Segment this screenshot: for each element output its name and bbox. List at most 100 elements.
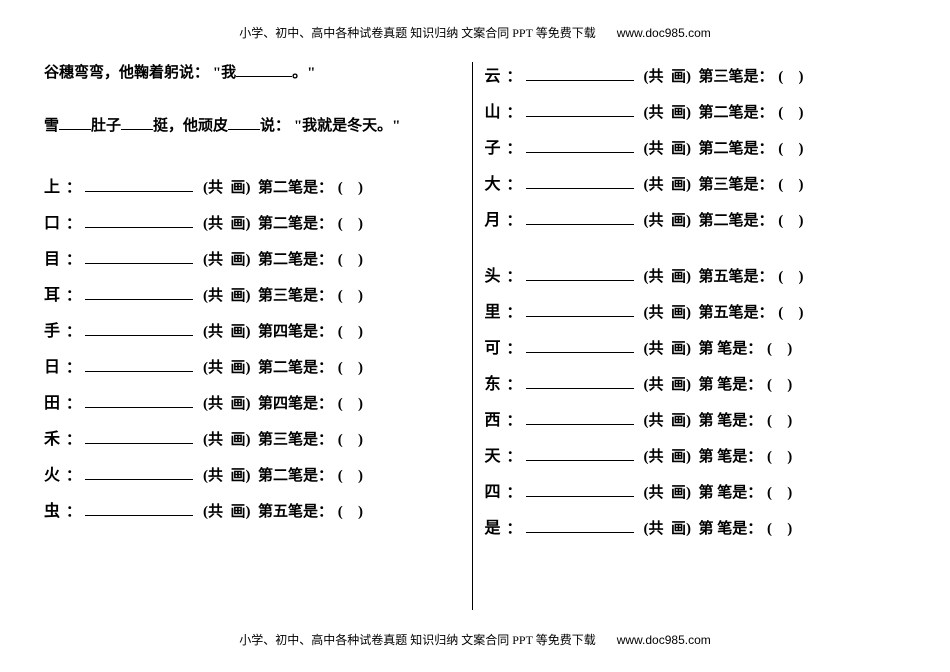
stroke-question: 第二笔是： <box>691 209 774 230</box>
char-label: 禾 <box>44 425 66 449</box>
answer-paren[interactable]: ( ) <box>333 216 364 233</box>
stroke-order-blank[interactable] <box>85 250 193 264</box>
total-strokes-close: 画) <box>223 284 251 305</box>
stroke-order-blank[interactable] <box>85 214 193 228</box>
answer-paren[interactable]: ( ) <box>333 288 364 305</box>
character-row: 田：(共 画) 第四笔是： ( ) <box>44 389 466 413</box>
character-row: 耳：(共 画) 第三笔是： ( ) <box>44 281 466 305</box>
total-strokes-close: 画) <box>223 320 251 341</box>
stroke-order-blank[interactable] <box>526 483 634 497</box>
total-strokes-open: (共 <box>644 409 664 430</box>
stroke-order-blank[interactable] <box>526 67 634 81</box>
stroke-order-blank[interactable] <box>85 178 193 192</box>
character-row: 月：(共 画) 第二笔是： ( ) <box>485 206 907 230</box>
total-strokes-open: (共 <box>644 373 664 394</box>
colon: ： <box>507 137 522 158</box>
answer-paren[interactable]: ( ) <box>333 504 364 521</box>
stroke-question: 第三笔是： <box>691 173 774 194</box>
stroke-order-blank[interactable] <box>526 267 634 281</box>
stroke-order-blank[interactable] <box>85 430 193 444</box>
char-label: 目 <box>44 245 66 269</box>
stroke-order-blank[interactable] <box>85 286 193 300</box>
colon: ： <box>66 428 81 449</box>
total-strokes-close: 画) <box>223 464 251 485</box>
char-label: 四 <box>485 478 507 502</box>
stroke-question: 第 笔是： <box>691 409 762 430</box>
stroke-order-blank[interactable] <box>526 139 634 153</box>
sentence-1-pre: 谷穗弯弯，他鞠着躬说： <box>44 65 209 81</box>
answer-paren[interactable]: ( ) <box>333 396 364 413</box>
answer-paren[interactable]: ( ) <box>762 377 793 394</box>
answer-paren[interactable]: ( ) <box>774 305 805 322</box>
total-strokes-open: (共 <box>644 209 664 230</box>
fill-blank[interactable] <box>121 116 153 130</box>
total-strokes-close: 画) <box>664 445 692 466</box>
answer-paren[interactable]: ( ) <box>774 269 805 286</box>
total-strokes-open: (共 <box>644 173 664 194</box>
stroke-order-blank[interactable] <box>526 103 634 117</box>
stroke-order-blank[interactable] <box>85 322 193 336</box>
stroke-order-blank[interactable] <box>526 303 634 317</box>
character-row: 东：(共 画) 第 笔是： ( ) <box>485 370 907 394</box>
answer-paren[interactable]: ( ) <box>333 252 364 269</box>
answer-paren[interactable]: ( ) <box>762 341 793 358</box>
char-label: 云 <box>485 62 507 86</box>
fill-blank[interactable] <box>228 116 260 130</box>
sentence-2-m3: 说： <box>260 118 290 134</box>
stroke-question: 第 笔是： <box>691 337 762 358</box>
stroke-order-blank[interactable] <box>85 466 193 480</box>
answer-paren[interactable]: ( ) <box>333 324 364 341</box>
char-label: 子 <box>485 134 507 158</box>
answer-paren[interactable]: ( ) <box>333 432 364 449</box>
answer-paren[interactable]: ( ) <box>762 449 793 466</box>
character-row: 云：(共 画) 第三笔是： ( ) <box>485 62 907 86</box>
character-row: 禾：(共 画) 第三笔是： ( ) <box>44 425 466 449</box>
fill-blank[interactable] <box>59 116 91 130</box>
colon: ： <box>66 464 81 485</box>
char-label: 头 <box>485 262 507 286</box>
answer-paren[interactable]: ( ) <box>762 521 793 538</box>
character-row: 口：(共 画) 第二笔是： ( ) <box>44 209 466 233</box>
colon: ： <box>507 517 522 538</box>
stroke-question: 第二笔是： <box>691 101 774 122</box>
stroke-order-blank[interactable] <box>526 339 634 353</box>
stroke-order-blank[interactable] <box>526 411 634 425</box>
stroke-order-blank[interactable] <box>85 502 193 516</box>
stroke-order-blank[interactable] <box>526 375 634 389</box>
answer-paren[interactable]: ( ) <box>762 413 793 430</box>
stroke-order-blank[interactable] <box>526 447 634 461</box>
answer-paren[interactable]: ( ) <box>774 141 805 158</box>
answer-paren[interactable]: ( ) <box>762 485 793 502</box>
stroke-order-blank[interactable] <box>85 394 193 408</box>
stroke-question: 第五笔是： <box>691 301 774 322</box>
char-label: 月 <box>485 206 507 230</box>
answer-paren[interactable]: ( ) <box>333 360 364 377</box>
answer-paren[interactable]: ( ) <box>774 105 805 122</box>
close-quote: " <box>392 118 400 134</box>
group-gap <box>485 242 907 262</box>
colon: ： <box>507 481 522 502</box>
answer-paren[interactable]: ( ) <box>774 213 805 230</box>
colon: ： <box>66 212 81 233</box>
stroke-order-blank[interactable] <box>526 175 634 189</box>
colon: ： <box>507 301 522 322</box>
answer-paren[interactable]: ( ) <box>774 69 805 86</box>
stroke-question: 第二笔是： <box>251 248 334 269</box>
char-label: 可 <box>485 334 507 358</box>
answer-paren[interactable]: ( ) <box>774 177 805 194</box>
total-strokes-open: (共 <box>644 137 664 158</box>
character-row: 子：(共 画) 第二笔是： ( ) <box>485 134 907 158</box>
answer-paren[interactable]: ( ) <box>333 468 364 485</box>
sentence-1: 谷穗弯弯，他鞠着躬说： "我。" <box>44 62 466 85</box>
stroke-order-blank[interactable] <box>85 358 193 372</box>
char-label: 手 <box>44 317 66 341</box>
fill-blank[interactable] <box>236 63 292 77</box>
character-row: 虫：(共 画) 第五笔是： ( ) <box>44 497 466 521</box>
total-strokes-open: (共 <box>644 337 664 358</box>
character-row: 头：(共 画) 第五笔是： ( ) <box>485 262 907 286</box>
stroke-question: 第五笔是： <box>691 265 774 286</box>
answer-paren[interactable]: ( ) <box>333 180 364 197</box>
stroke-order-blank[interactable] <box>526 519 634 533</box>
stroke-order-blank[interactable] <box>526 211 634 225</box>
sentence-2-m1: 肚子 <box>91 118 121 134</box>
